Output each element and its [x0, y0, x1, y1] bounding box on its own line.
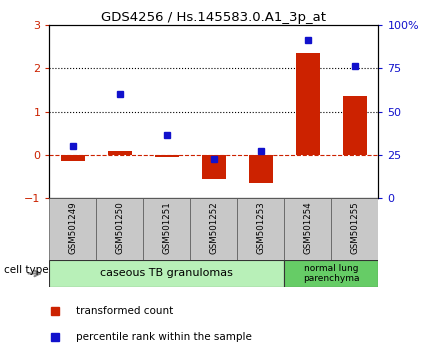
- Bar: [332, 198, 378, 260]
- Text: normal lung
parenchyma: normal lung parenchyma: [303, 264, 359, 283]
- Bar: [237, 198, 284, 260]
- Bar: [49, 198, 96, 260]
- Text: GSM501249: GSM501249: [68, 201, 77, 254]
- Bar: [190, 198, 237, 260]
- Bar: [202, 155, 226, 179]
- Bar: [249, 155, 273, 183]
- Bar: [296, 53, 319, 155]
- Text: GSM501252: GSM501252: [209, 201, 218, 254]
- Text: GSM501253: GSM501253: [256, 201, 265, 254]
- Bar: [155, 155, 179, 157]
- Text: transformed count: transformed count: [76, 306, 173, 316]
- Bar: [284, 198, 332, 260]
- Bar: [96, 198, 144, 260]
- Bar: [284, 260, 378, 287]
- Text: cell type: cell type: [4, 265, 49, 275]
- Bar: [343, 96, 367, 155]
- Title: GDS4256 / Hs.145583.0.A1_3p_at: GDS4256 / Hs.145583.0.A1_3p_at: [101, 11, 326, 24]
- Text: caseous TB granulomas: caseous TB granulomas: [101, 268, 233, 279]
- Bar: [61, 155, 85, 161]
- Text: percentile rank within the sample: percentile rank within the sample: [76, 332, 252, 342]
- Text: GSM501250: GSM501250: [115, 201, 124, 254]
- Text: GSM501251: GSM501251: [163, 201, 172, 254]
- Bar: [144, 198, 190, 260]
- Bar: [108, 150, 132, 155]
- Bar: [49, 260, 284, 287]
- Text: GSM501255: GSM501255: [350, 201, 359, 254]
- Text: GSM501254: GSM501254: [304, 201, 313, 254]
